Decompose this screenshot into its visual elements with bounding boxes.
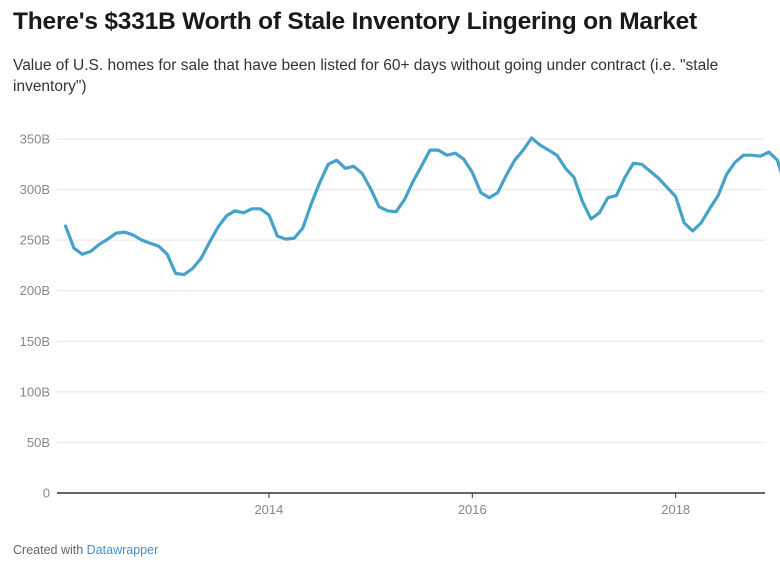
y-tick-label: 250B bbox=[20, 233, 50, 248]
footer-brand-link[interactable]: Datawrapper bbox=[86, 543, 159, 557]
y-tick-label: 100B bbox=[20, 384, 50, 399]
footer-credit: Created with Datawrapper bbox=[13, 543, 158, 557]
y-tick-label: 50B bbox=[27, 435, 50, 450]
series-line bbox=[63, 136, 780, 277]
y-tick-label: 300B bbox=[20, 182, 50, 197]
chart-subtitle: Value of U.S. homes for sale that have b… bbox=[13, 57, 719, 95]
y-tick-label: 150B bbox=[20, 334, 50, 349]
line-chart: 0 50B 100B 150B 200B 250B 300B 350B 2014 2016 201… bbox=[20, 132, 780, 517]
y-axis-labels: 0 50B 100B 150B 200B 250B 300B 350B bbox=[20, 132, 50, 501]
grid-layer bbox=[57, 138, 765, 494]
chart-title: There's $331B Worth of Stale Inventory L… bbox=[13, 8, 697, 35]
x-tick-label: 2014 bbox=[254, 502, 283, 517]
x-tick-label: 2016 bbox=[458, 502, 487, 517]
x-tick-label: 2018 bbox=[661, 502, 690, 517]
footer-created-with: Created with bbox=[13, 543, 84, 557]
y-tick-label: 200B bbox=[20, 283, 50, 298]
y-tick-label: 350B bbox=[20, 132, 50, 147]
x-axis-labels: 201420162018202020222024 bbox=[254, 493, 690, 517]
series-layer bbox=[63, 136, 780, 277]
y-tick-label: 0 bbox=[43, 486, 50, 501]
